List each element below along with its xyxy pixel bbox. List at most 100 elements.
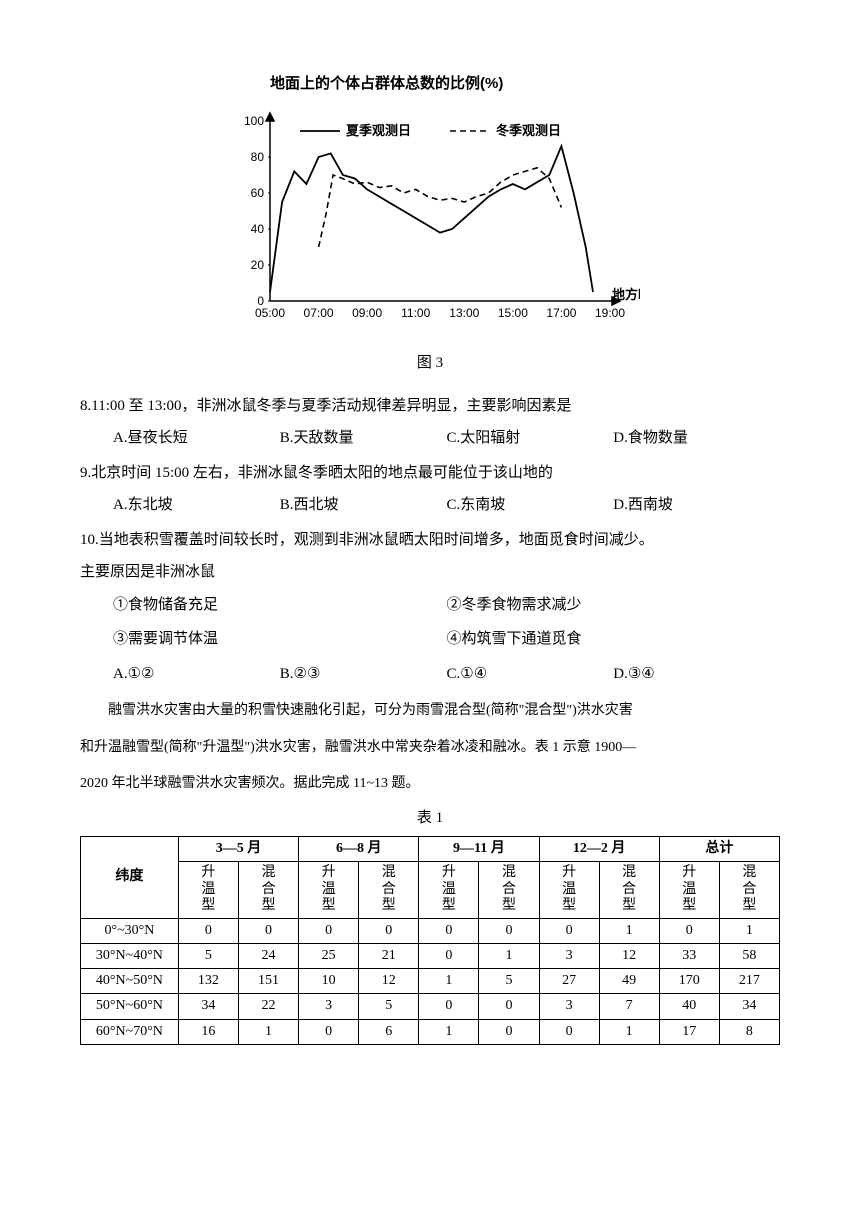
value-cell: 0 [238,918,298,943]
subhead-row: 升温型混合型升温型混合型升温型混合型升温型混合型升温型混合型 [81,862,780,918]
value-cell: 0 [299,918,359,943]
q10-opt-c: C.①④ [447,660,614,689]
q10-item-2: ②冬季食物需求减少 [447,591,781,620]
value-cell: 10 [299,969,359,994]
q10-items-row2: ③需要调节体温 ④构筑雪下通道觅食 [80,625,780,654]
subhead-cell: 混合型 [359,862,419,918]
subhead-cell: 混合型 [479,862,539,918]
value-cell: 5 [178,944,238,969]
value-cell: 0 [419,918,479,943]
svg-text:11:00: 11:00 [401,306,430,320]
q9-opt-d: D.西南坡 [613,491,780,520]
table-row: 60°N~70°N161061001178 [81,1019,780,1044]
q8-stem: 8.11:00 至 13:00，非洲冰鼠冬季与夏季活动规律差异明显，主要影响因素… [80,392,780,421]
value-cell: 7 [599,994,659,1019]
value-cell: 25 [299,944,359,969]
q10-opt-d: D.③④ [613,660,780,689]
value-cell: 33 [659,944,719,969]
value-cell: 3 [539,944,599,969]
subhead-cell: 升温型 [419,862,479,918]
value-cell: 0 [419,994,479,1019]
value-cell: 8 [719,1019,779,1044]
subhead-cell: 混合型 [599,862,659,918]
value-cell: 3 [539,994,599,1019]
lat-cell: 60°N~70°N [81,1019,179,1044]
svg-text:40: 40 [251,222,265,236]
svg-text:地方时: 地方时 [612,287,640,302]
value-cell: 0 [299,1019,359,1044]
value-cell: 1 [479,944,539,969]
q10-item-4: ④构筑雪下通道觅食 [447,625,781,654]
value-cell: 27 [539,969,599,994]
svg-text:13:00: 13:00 [449,306,479,320]
value-cell: 21 [359,944,419,969]
q8-opt-b: B.天敌数量 [280,424,447,453]
figure-caption: 图 3 [80,349,780,378]
value-cell: 40 [659,994,719,1019]
q8-opt-c: C.太阳辐射 [447,424,614,453]
svg-text:100: 100 [244,114,264,128]
table-row: 50°N~60°N34223500374034 [81,994,780,1019]
svg-text:19:00: 19:00 [595,306,625,320]
q8-opt-d: D.食物数量 [613,424,780,453]
lat-cell: 30°N~40°N [81,944,179,969]
q8-opt-a: A.昼夜长短 [113,424,280,453]
svg-text:冬季观测日: 冬季观测日 [496,123,561,138]
exam-page: 地面上的个体占群体总数的比例(%) 0 20 40 60 80 100 05:0… [0,0,860,1216]
data-table: 纬度 3—5 月 6—8 月 9—11 月 12—2 月 总计 升温型混合型升温… [80,836,780,1045]
table-caption: 表 1 [80,804,780,833]
table-row: 30°N~40°N5242521013123358 [81,944,780,969]
value-cell: 1 [238,1019,298,1044]
value-cell: 3 [299,994,359,1019]
value-cell: 22 [238,994,298,1019]
value-cell: 0 [479,918,539,943]
value-cell: 58 [719,944,779,969]
subhead-cell: 升温型 [659,862,719,918]
line-chart-svg: 0 20 40 60 80 100 05:00 07:00 09:00 11:0… [220,101,640,331]
value-cell: 132 [178,969,238,994]
lat-cell: 50°N~60°N [81,994,179,1019]
subhead-cell: 升温型 [178,862,238,918]
value-cell: 1 [419,969,479,994]
th-p0: 3—5 月 [178,837,298,862]
value-cell: 217 [719,969,779,994]
q10-item-3: ③需要调节体温 [113,625,447,654]
q10-stem-line1: 10.当地表积雪覆盖时间较长时，观测到非洲冰鼠晒太阳时间增多，地面觅食时间减少。 [80,526,780,555]
svg-text:20: 20 [251,258,265,272]
q8-options: A.昼夜长短 B.天敌数量 C.太阳辐射 D.食物数量 [80,424,780,453]
th-p3: 12—2 月 [539,837,659,862]
value-cell: 12 [359,969,419,994]
value-cell: 151 [238,969,298,994]
passage-line3: 2020 年北半球融雪洪水灾害频次。据此完成 11~13 题。 [80,771,780,798]
th-p1: 6—8 月 [299,837,419,862]
q9-opt-a: A.东北坡 [113,491,280,520]
svg-text:60: 60 [251,186,265,200]
q10-options: A.①② B.②③ C.①④ D.③④ [80,660,780,689]
svg-text:15:00: 15:00 [498,306,528,320]
passage-line1: 融雪洪水灾害由大量的积雪快速融化引起，可分为雨雪混合型(简称"混合型")洪水灾害 [80,698,780,725]
period-row: 纬度 3—5 月 6—8 月 9—11 月 12—2 月 总计 [81,837,780,862]
subhead-cell: 升温型 [299,862,359,918]
value-cell: 1 [719,918,779,943]
q10-opt-b: B.②③ [280,660,447,689]
chart-figure: 地面上的个体占群体总数的比例(%) 0 20 40 60 80 100 05:0… [220,70,640,341]
value-cell: 0 [419,944,479,969]
value-cell: 0 [479,994,539,1019]
value-cell: 0 [359,918,419,943]
value-cell: 0 [539,1019,599,1044]
value-cell: 0 [479,1019,539,1044]
value-cell: 1 [599,918,659,943]
value-cell: 0 [539,918,599,943]
q10-stem-line2: 主要原因是非洲冰鼠 [80,558,780,587]
svg-text:09:00: 09:00 [352,306,382,320]
q10-item-1: ①食物储备充足 [113,591,447,620]
value-cell: 24 [238,944,298,969]
table-row: 40°N~50°N1321511012152749170217 [81,969,780,994]
value-cell: 170 [659,969,719,994]
value-cell: 1 [599,1019,659,1044]
value-cell: 16 [178,1019,238,1044]
q9-opt-b: B.西北坡 [280,491,447,520]
subhead-cell: 混合型 [719,862,779,918]
value-cell: 1 [419,1019,479,1044]
q9-opt-c: C.东南坡 [447,491,614,520]
